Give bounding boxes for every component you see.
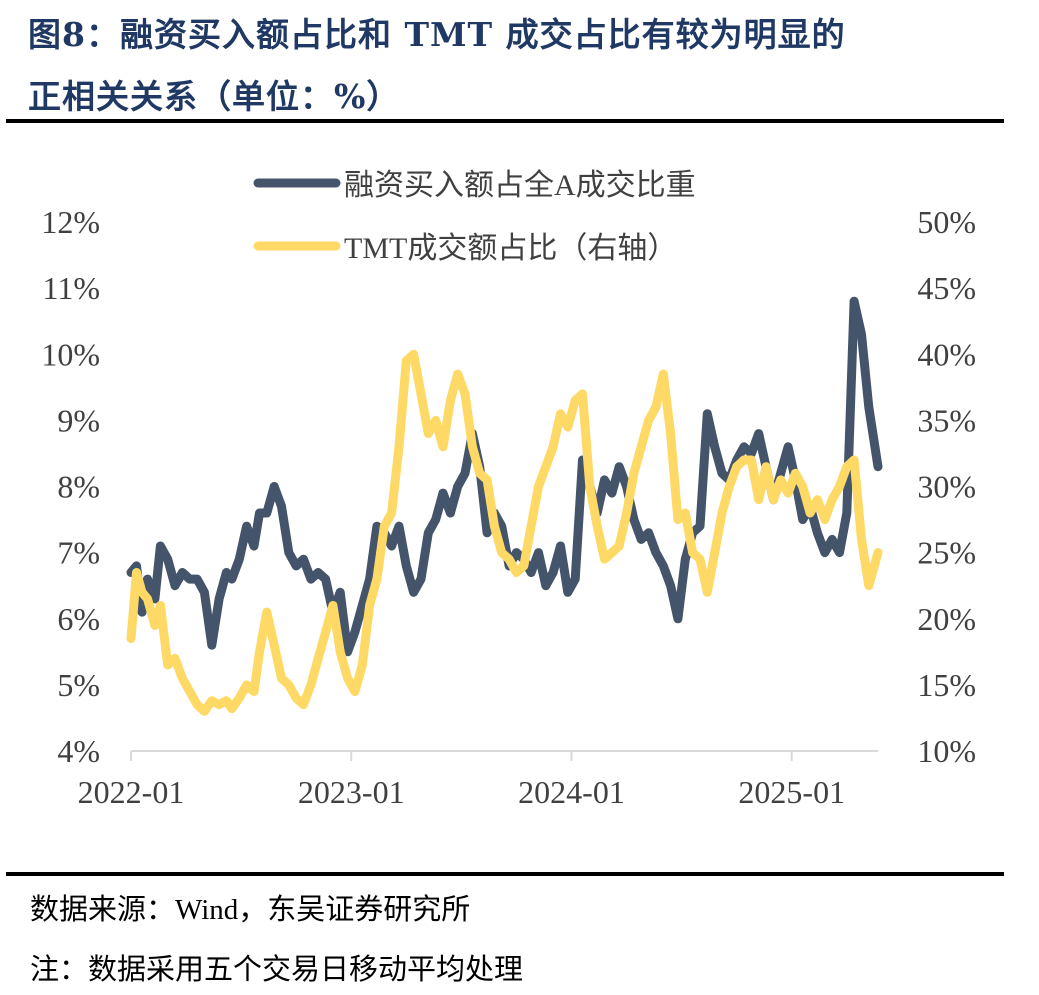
y-right-tick-label: 50% [917, 204, 976, 240]
series-line-tmt [126, 349, 883, 716]
x-tick-label: 2025-01 [738, 774, 845, 810]
figure-title-line2: 正相关关系（单位：%） [28, 77, 401, 116]
method-note: 注：数据采用五个交易日移动平均处理 [30, 954, 524, 986]
y-left-tick-label: 4% [57, 733, 100, 769]
top-rule [6, 119, 1004, 123]
y-right-tick-label: 15% [917, 667, 976, 703]
y-left-tick-label: 12% [41, 204, 100, 240]
y-left-tick-label: 10% [41, 336, 100, 372]
y-right-tick-label: 10% [917, 733, 976, 769]
source-note: 数据来源：Wind，东吴证券研究所 [30, 894, 471, 926]
y-left-tick-label: 5% [57, 667, 100, 703]
y-right-tick-label: 45% [917, 270, 976, 306]
y-right-tick-label: 20% [917, 601, 976, 637]
x-tick-label: 2023-01 [298, 774, 405, 810]
figure-title: 图8：融资买入额占比和 TMT 成交占比有较为明显的 正相关关系（单位：%） [28, 4, 1018, 128]
legend: 融资买入额占全A成交比重 TMT成交额占比（右轴） [253, 169, 696, 265]
y-right-tick-label: 40% [917, 336, 976, 372]
y-left-tick-label: 7% [57, 535, 100, 571]
legend-label-tmt: TMT成交额占比（右轴） [344, 232, 677, 265]
y-left-tick-label: 6% [57, 601, 100, 637]
y-right-tick-label: 35% [917, 402, 976, 438]
x-tick-label: 2022-01 [78, 774, 185, 810]
bottom-rule [6, 872, 1004, 876]
series-line-margin-financing [126, 296, 883, 657]
y-right-tick-label: 30% [917, 469, 976, 505]
y-left-tick-label: 8% [57, 469, 100, 505]
x-tick-label: 2024-01 [518, 774, 625, 810]
axes: 2022-01 2023-01 2024-01 2025-01 4% 5% 6% 7% 8% 9%… [41, 204, 976, 810]
legend-label-margin: 融资买入额占全A成交比重 [344, 169, 696, 202]
y-right-tick-label: 25% [917, 535, 976, 571]
line-chart: 2022-01 2023-01 2024-01 2025-01 4% 5% 6% 7% 8% 9%… [41, 169, 976, 810]
figure-title-line1: 图8：融资买入额占比和 TMT 成交占比有较为明显的 [28, 15, 846, 54]
y-left-tick-label: 9% [57, 402, 100, 438]
y-left-tick-label: 11% [43, 270, 100, 306]
series-group [126, 296, 883, 716]
